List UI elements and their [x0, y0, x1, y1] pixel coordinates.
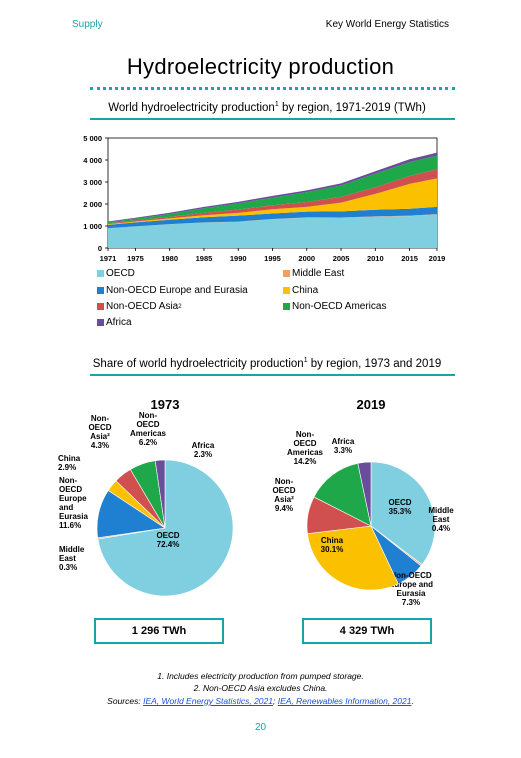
title-divider — [90, 87, 455, 90]
legend-swatch — [97, 287, 104, 294]
pie-label-oecd: OECD 35.3% — [388, 498, 411, 516]
x-tick-label: 1971 — [100, 254, 117, 263]
pie-label-africa: Africa 2.3% — [192, 441, 215, 459]
area-chart-rule — [90, 118, 455, 120]
legend-item-non-oecd-americas: Non-OECD Americas — [283, 301, 386, 312]
legend-item-non-oecd-europe-and-eurasia: Non-OECD Europe and Eurasia — [97, 285, 248, 296]
legend-item-africa: Africa — [97, 317, 132, 328]
pie-label-non-oecd-americas: Non-OECD Americas 6.2% — [130, 411, 167, 447]
pie-label-non-oecd-asia: Non-OECD Asia² 9.4% — [272, 477, 295, 513]
publication-title: Key World Energy Statistics — [325, 19, 449, 30]
pie-label-non-oecd-asia: Non-OECD Asia² 4.3% — [88, 414, 111, 450]
area-series-china — [108, 178, 437, 225]
pie-slice-china — [307, 525, 399, 591]
y-tick-label: 2 000 — [83, 200, 102, 209]
x-tick-label: 2000 — [298, 254, 315, 263]
pie-title: 1973 — [151, 397, 180, 412]
legend-swatch — [97, 270, 104, 277]
y-tick-label: 0 — [98, 244, 102, 253]
source-link-renewables-information[interactable]: IEA, Renewables Information, 2021 — [277, 696, 412, 706]
y-tick-label: 3 000 — [83, 178, 102, 187]
pie-1973: 1973 OECD 72.4% Middle East 0.3% Non-OECD Europ… — [58, 397, 234, 597]
x-tick-label: 2015 — [401, 254, 418, 263]
pie-label-china: China 30.1% — [321, 536, 344, 554]
total-2019: 4 329 TWh — [302, 618, 432, 644]
x-tick-label: 1975 — [127, 254, 144, 263]
x-tick-label: 2005 — [333, 254, 350, 263]
legend-swatch — [283, 270, 290, 277]
legend-label: Non-OECD Americas — [292, 301, 387, 312]
legend-swatch — [97, 303, 104, 310]
area-chart-subtitle: World hydroelectricity production1 by re… — [108, 101, 426, 114]
legend-item-china: China — [283, 285, 318, 296]
y-tick-label: 5 000 — [83, 134, 102, 143]
x-tick-label: 1980 — [161, 254, 178, 263]
pie-title: 2019 — [357, 397, 386, 412]
y-tick-label: 4 000 — [83, 156, 102, 165]
pie-slice-africa — [357, 461, 372, 527]
footnote-2: 2. Non-OECD Asia excludes China. — [193, 683, 328, 693]
pie-slice-oecd — [370, 461, 436, 566]
page-title: Hydroelectricity production — [126, 54, 395, 79]
legend-label: Africa — [106, 317, 132, 328]
legend-swatch — [283, 287, 290, 294]
pie-chart-rule — [90, 374, 455, 376]
area-series-non-oecd-europe-and-eurasia — [108, 206, 437, 229]
pie-label-oecd: OECD 72.4% — [156, 531, 179, 549]
pie-chart-subtitle: Share of world hydroelectricity producti… — [92, 357, 442, 370]
pie-slice-africa — [154, 459, 166, 529]
pie-label-non-oecd-americas: Non-OECD Americas 14.2% — [287, 430, 324, 466]
pie-label-non-oecd-europe-and-eurasia: Non-OECD Europe and Eurasia 7.3% — [389, 571, 433, 607]
pie-label-africa: Africa 3.3% — [332, 437, 355, 455]
legend-label: OECD — [106, 268, 135, 279]
legend-item-oecd: OECD — [97, 268, 135, 279]
pie-slice-non-oecd-americas — [313, 463, 372, 527]
page-number: 20 — [254, 722, 267, 733]
legend-swatch — [283, 303, 290, 310]
x-tick-label: 1985 — [196, 254, 213, 263]
y-tick-label: 1 000 — [83, 222, 102, 231]
x-tick-label: 2019 — [429, 254, 446, 263]
pie-label-middle-east: Middle East 0.4% — [428, 506, 454, 533]
area-chart: 0 1 000 2 000 3 000 4 000 5 000 1971 1975 1980 19… — [83, 134, 446, 263]
total-1973: 1 296 TWh — [94, 618, 224, 644]
sources-line: Sources: IEA, World Energy Statistics, 2… — [107, 696, 414, 706]
legend-label: Non-OECD Europe and Eurasia — [106, 285, 248, 296]
x-tick-label: 1995 — [264, 254, 281, 263]
footnote-1: 1. Includes electricity production from … — [157, 671, 364, 681]
pie-label-china: China 2.9% — [58, 454, 81, 472]
pie-label-middle-east: Middle East 0.3% — [59, 545, 85, 572]
x-tick-label: 2010 — [367, 254, 384, 263]
pie-label-non-oecd-europe-and-eurasia: Non-OECD Europe and Eurasia 11.6% — [59, 476, 88, 530]
legend-label-superscript: 2 — [178, 303, 182, 310]
pie-2019: 2019 OECD 35.3% Middle East 0.4% Non-OECD Europ… — [272, 397, 454, 607]
pie-charts: 1973 OECD 72.4% Middle East 0.3% Non-OECD Europ… — [58, 397, 454, 607]
source-link-world-energy-statistics[interactable]: IEA, World Energy Statistics, 2021 — [143, 696, 273, 706]
area-series-oecd — [108, 214, 437, 248]
legend-item-middle-east: Middle East — [283, 268, 344, 279]
section-label: Supply — [72, 19, 103, 30]
x-tick-label: 1990 — [230, 254, 247, 263]
legend-item-non-oecd-asia: Non-OECD Asia 2 — [97, 301, 182, 312]
legend-label: Middle East — [292, 268, 345, 279]
legend-label: Non-OECD Asia — [106, 301, 179, 312]
legend-swatch — [97, 319, 104, 326]
legend-label: China — [292, 285, 319, 296]
